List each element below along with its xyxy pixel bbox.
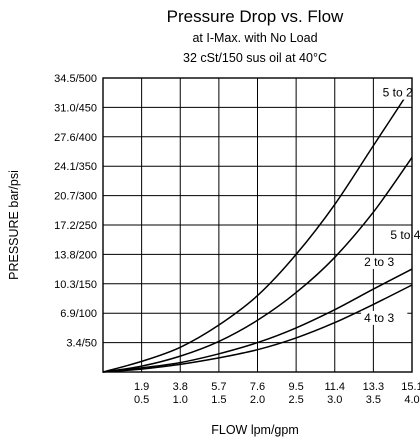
x-tick-label-gpm: 2.0	[250, 394, 265, 406]
y-tick-label: 24.1/350	[54, 161, 97, 173]
y-tick-label: 13.8/200	[54, 249, 97, 261]
x-tick-label-gpm: 0.5	[134, 394, 149, 406]
y-tick-label: 17.2/250	[54, 220, 97, 232]
x-tick-label-gpm: 3.5	[366, 394, 381, 406]
x-tick-labels: 1.90.5 3.81.0 5.71.5 7.62.0 9.52.5 11.43.0 13.…	[134, 381, 420, 406]
y-tick-labels: 3.4/50 6.9/100 10.3/150 13.8/200 17.2/250 20.…	[54, 73, 97, 350]
y-tick-label: 34.5/500	[54, 73, 97, 85]
y-tick-label: 10.3/150	[54, 279, 97, 291]
chart-subtitle-line-2: 32 cSt/150 sus oil at 40°C	[183, 51, 327, 65]
x-tick-label-gpm: 3.0	[327, 394, 342, 406]
series-line-5-to-2	[102, 86, 413, 373]
x-tick-label-gpm: 1.0	[173, 394, 188, 406]
grid	[103, 77, 413, 372]
x-tick-label-lpm: 3.8	[173, 381, 188, 393]
series-lines	[102, 86, 413, 373]
y-tick-label: 31.0/450	[54, 102, 97, 114]
x-axis-label: FLOW lpm/gpm	[211, 423, 299, 437]
series-label-2-to-3: 2 to 3	[364, 255, 394, 269]
series-line-5-to-4	[102, 156, 413, 373]
y-tick-label: 6.9/100	[60, 308, 97, 320]
plot-frame	[102, 77, 413, 373]
x-tick-label-lpm: 7.6	[250, 381, 265, 393]
chart-subtitle-line-1: at I-Max. with No Load	[192, 31, 317, 45]
series-label-bg-5-to-2	[379, 85, 420, 100]
x-tick-label-lpm: 13.3	[363, 381, 384, 393]
x-tick-label-lpm: 9.5	[288, 381, 303, 393]
x-tick-label-lpm: 11.4	[324, 381, 345, 393]
x-tick-label-gpm: 1.5	[211, 394, 226, 406]
series-label-4-to-3: 4 to 3	[364, 311, 394, 325]
series-line-4-to-3	[102, 284, 413, 373]
series-line-2-to-3	[102, 268, 413, 373]
series-label-bg-2-to-3	[361, 254, 408, 269]
x-tick-label-lpm: 1.9	[134, 381, 149, 393]
x-tick-label-gpm: 4.0	[404, 394, 419, 406]
chart-title: Pressure Drop vs. Flow	[167, 7, 344, 26]
y-tick-label: 20.7/300	[54, 191, 97, 203]
series-labels: 5 to 2 5 to 4 2 to 3 4 to 3	[361, 85, 420, 325]
y-axis-label: PRESSURE bar/psi	[7, 170, 21, 280]
series-label-bg-4-to-3	[361, 310, 408, 325]
y-tick-label: 27.6/400	[54, 132, 97, 144]
x-tick-label-gpm: 2.5	[288, 394, 303, 406]
y-tick-label: 3.4/50	[66, 338, 97, 350]
series-label-5-to-4: 5 to 4	[390, 228, 420, 242]
series-label-5-to-2: 5 to 2	[383, 86, 413, 100]
x-tick-label-lpm: 15.1	[401, 381, 420, 393]
x-tick-label-lpm: 5.7	[211, 381, 226, 393]
